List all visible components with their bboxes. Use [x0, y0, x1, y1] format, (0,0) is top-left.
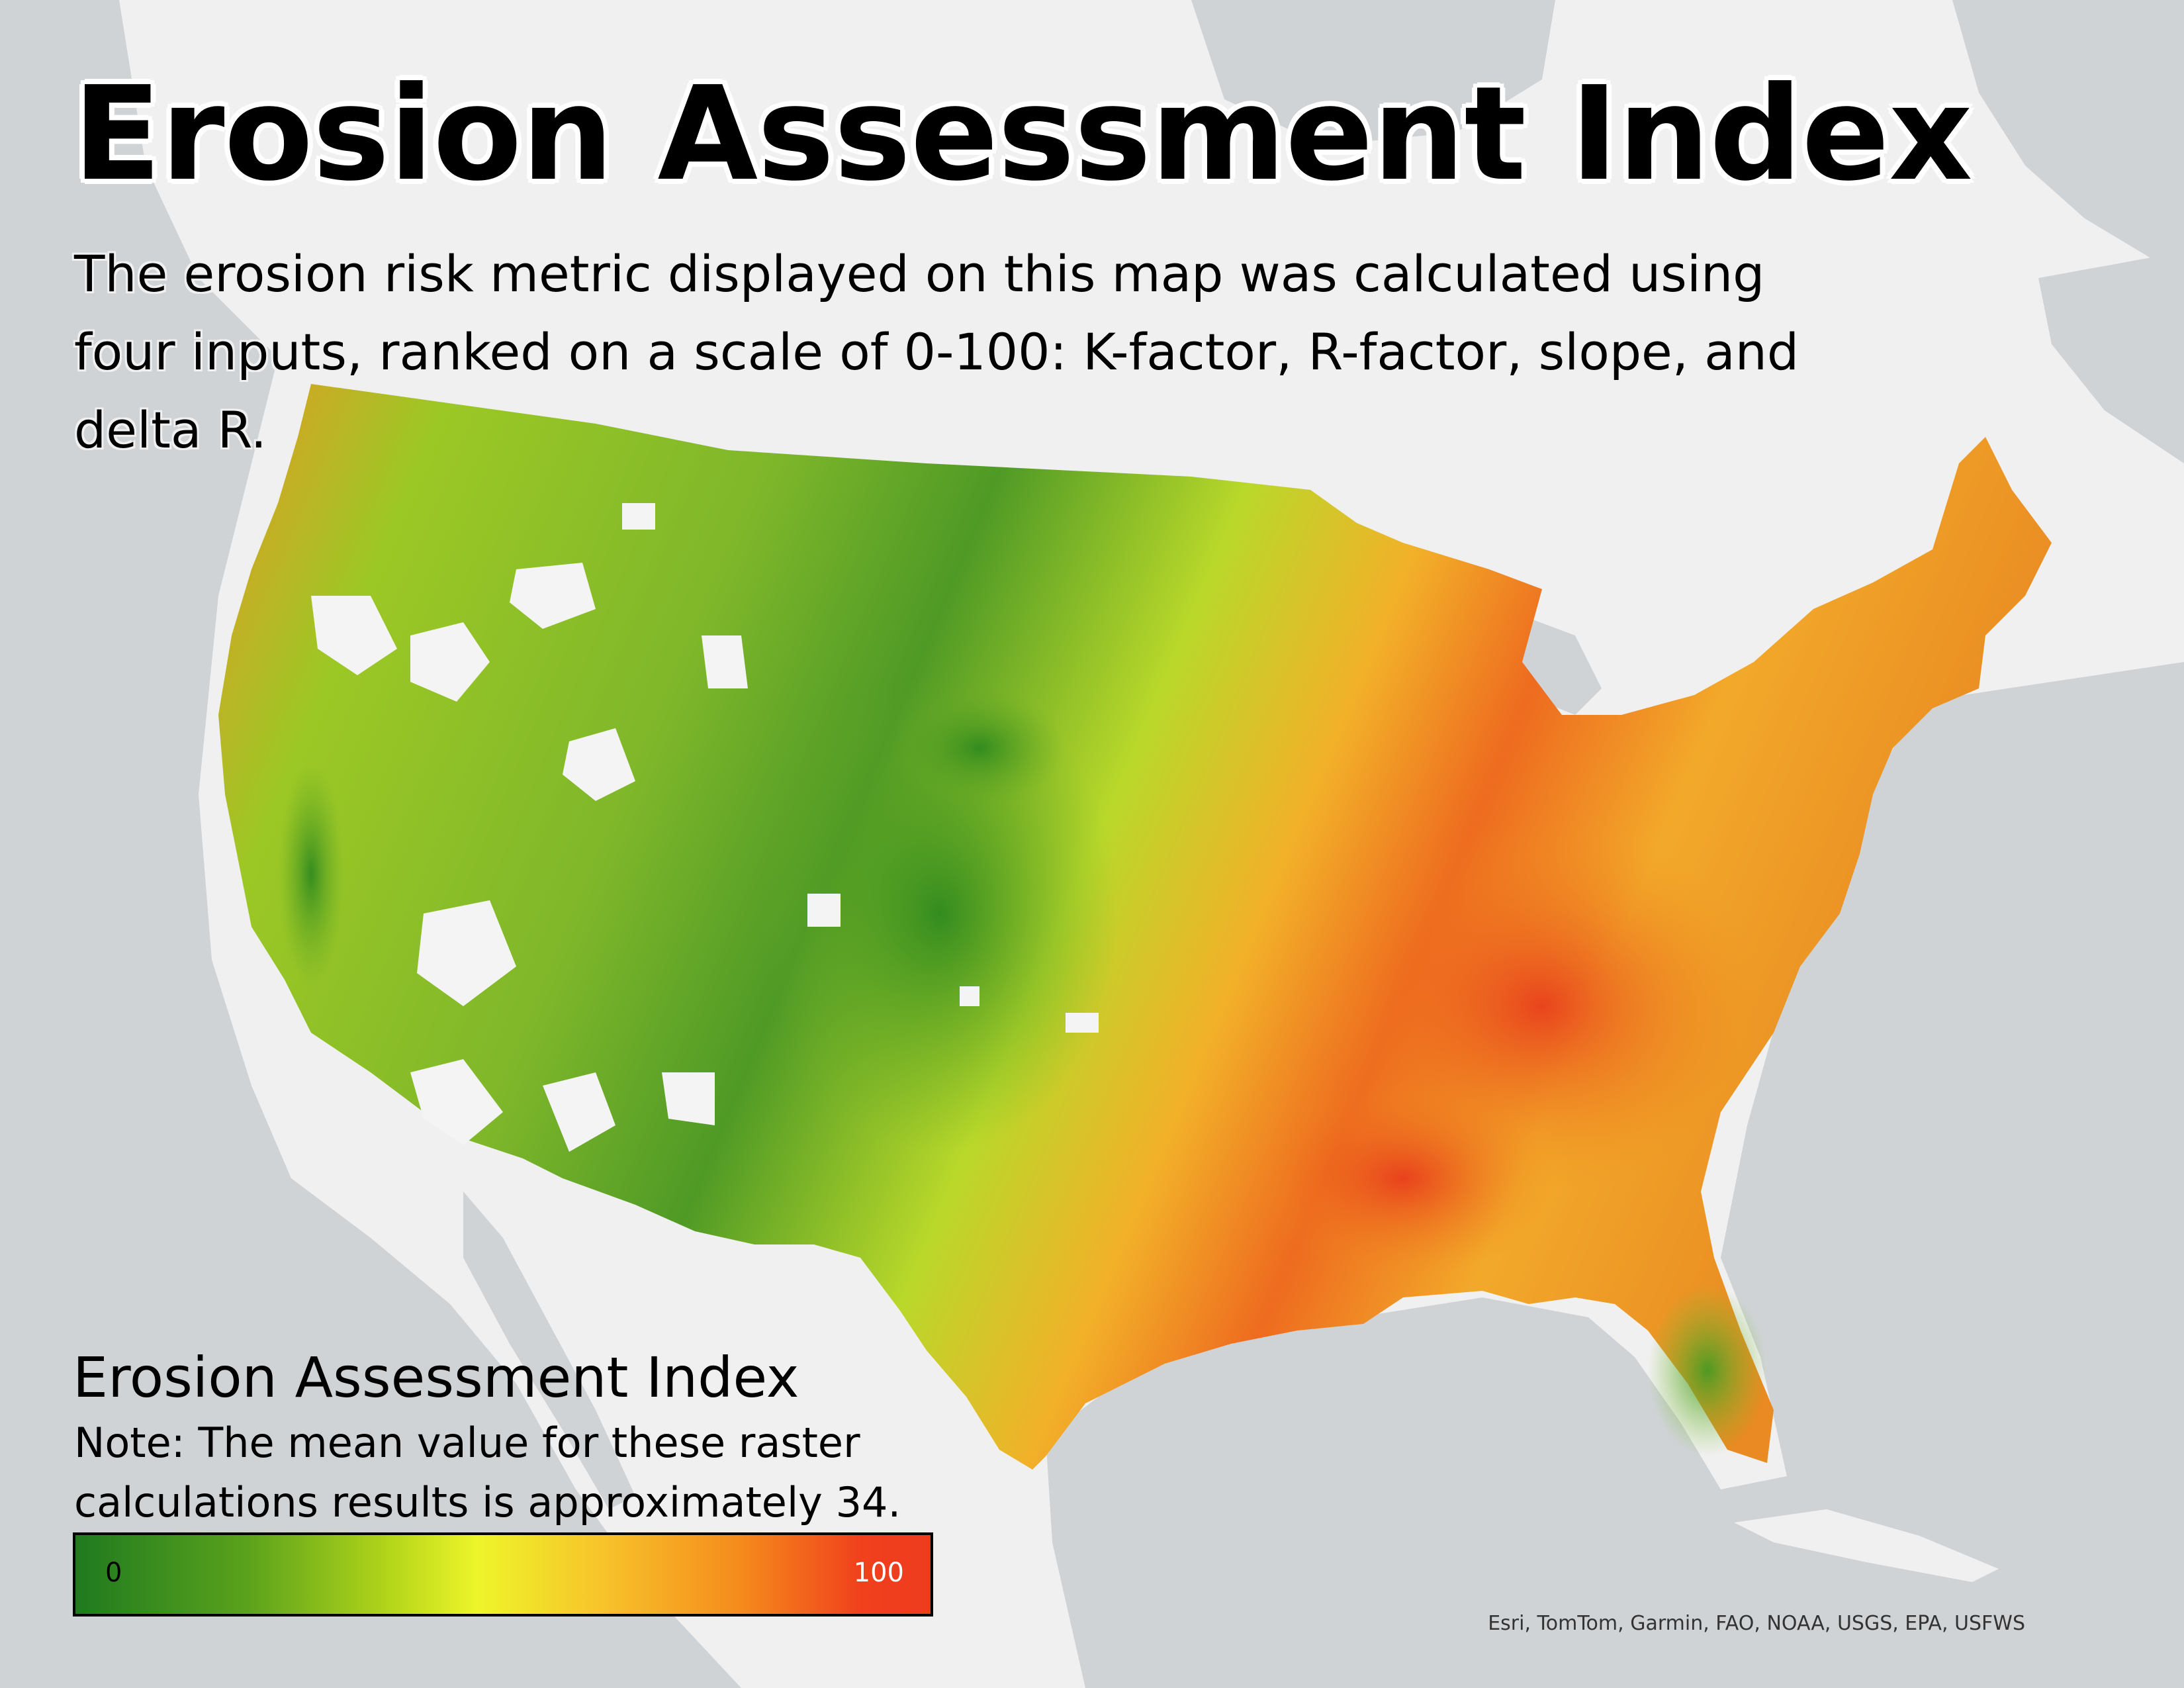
map-title: Erosion Assessment Index [73, 59, 1972, 210]
attribution-credits: Esri, TomTom, Garmin, FAO, NOAA, USGS, E… [1488, 1612, 2025, 1635]
hudson-bay [1191, 0, 1555, 146]
gulf-of-california [463, 1192, 635, 1509]
legend-min-label: 0 [105, 1558, 122, 1588]
conus-erosion-raster [218, 384, 2052, 1470]
mid-south-high-risk [1251, 1079, 1555, 1278]
florida-low-risk [1648, 1284, 1767, 1456]
legend-max-label: 100 [853, 1558, 904, 1588]
gulf-of-st-lawrence [2038, 252, 2184, 463]
legend-color-ramp: 0 100 [73, 1532, 933, 1617]
nebraska-low-risk [893, 688, 1066, 808]
cuba [1734, 1509, 1999, 1582]
map-subtitle: The erosion risk metric displayed on thi… [74, 244, 1799, 459]
no-data-areas [311, 503, 1099, 1152]
legend-note: Note: The mean value for these raster ca… [74, 1419, 901, 1526]
california-valley-low-risk [278, 761, 344, 986]
legend-title: Erosion Assessment Index [73, 1345, 799, 1410]
